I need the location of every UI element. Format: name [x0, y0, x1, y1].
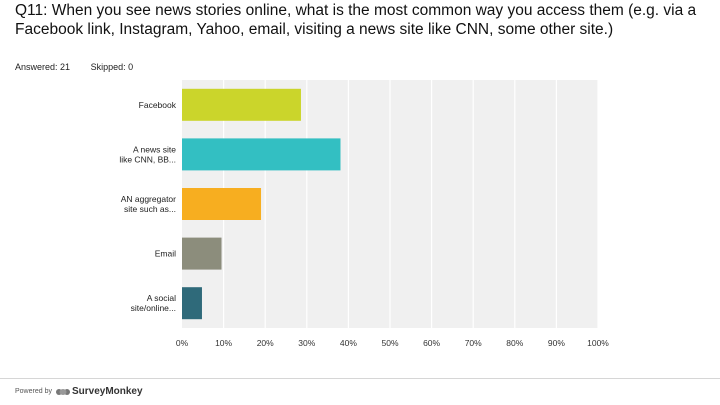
surveymonkey-logo: SurveyMonkey — [55, 386, 143, 397]
category-label: site such as... — [124, 204, 176, 214]
bar — [182, 237, 222, 270]
x-tick-label: 100% — [587, 338, 609, 348]
x-tick-label: 80% — [506, 338, 523, 348]
x-tick-label: 30% — [298, 338, 315, 348]
category-label: Email — [155, 249, 176, 259]
bar — [182, 88, 301, 121]
answered-count: Answered: 21 — [15, 62, 71, 72]
powered-by: Powered by SurveyMonkey — [15, 386, 143, 397]
response-counts: Answered: 21 Skipped: 0 — [15, 62, 151, 72]
x-tick-label: 10% — [215, 338, 232, 348]
x-tick-label: 50% — [381, 338, 398, 348]
bar — [182, 138, 341, 171]
bar — [182, 188, 262, 220]
x-tick-label: 20% — [257, 338, 274, 348]
x-tick-label: 90% — [548, 338, 565, 348]
x-tick-label: 60% — [423, 338, 440, 348]
x-tick-label: 70% — [465, 338, 482, 348]
category-label: A social — [147, 293, 176, 303]
x-tick-label: 0% — [176, 338, 189, 348]
powered-by-label: Powered by — [15, 388, 52, 395]
category-label: site/online... — [131, 303, 176, 313]
footer-divider — [0, 378, 720, 379]
category-label: like CNN, BB... — [119, 154, 176, 164]
question-text: Q11: When you see news stories online, w… — [15, 2, 697, 38]
category-label: A news site — [133, 144, 176, 154]
surveymonkey-brand-text: SurveyMonkey — [71, 386, 143, 397]
bar — [182, 287, 202, 320]
x-tick-label: 40% — [340, 338, 357, 348]
category-label: AN aggregator — [121, 194, 176, 204]
surveymonkey-mark-icon — [55, 388, 70, 395]
skipped-count: Skipped: 0 — [90, 62, 134, 72]
category-label: Facebook — [139, 100, 177, 110]
